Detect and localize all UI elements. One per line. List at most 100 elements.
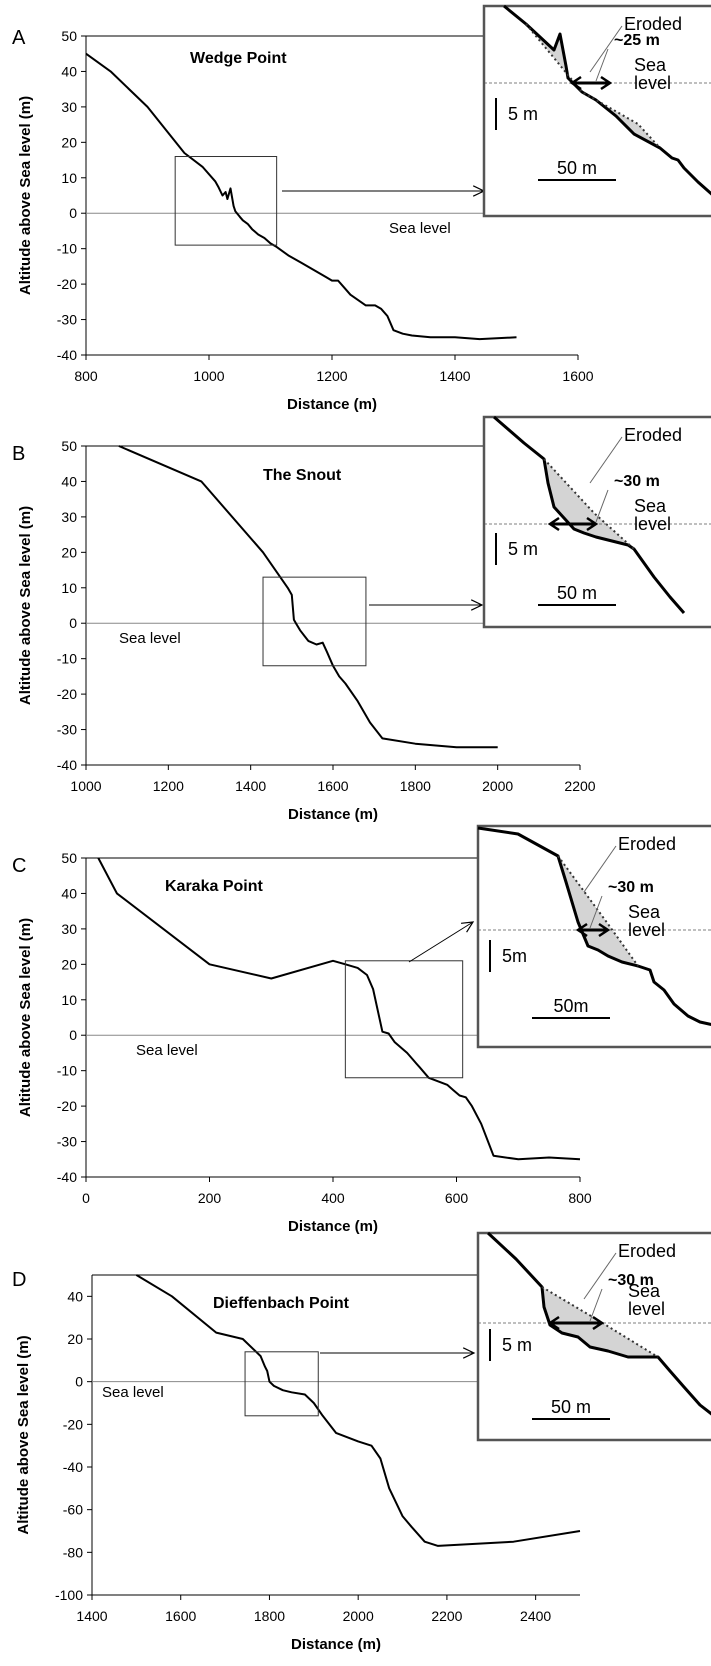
x-tick-label: 800 bbox=[568, 1190, 592, 1206]
y-tick-label: 50 bbox=[61, 28, 77, 44]
x-tick-label: 1400 bbox=[235, 778, 266, 794]
vertical-scale-label: 5m bbox=[502, 946, 527, 966]
inset-profile-line bbox=[493, 415, 686, 614]
y-tick-label: -30 bbox=[57, 722, 77, 738]
y-tick-label: -10 bbox=[57, 1063, 77, 1079]
sea-label-line1: Sea bbox=[628, 1281, 661, 1301]
profile-line bbox=[118, 445, 498, 749]
zoom-box bbox=[262, 576, 367, 667]
eroded-pointer bbox=[583, 1252, 617, 1300]
x-tick-label: 2200 bbox=[431, 1608, 462, 1624]
panel-c: -40 -30 -20 -10 0 10 20 30 40 50 0 200 400 600 800 Dist… bbox=[12, 824, 711, 1235]
y-tick-label: -20 bbox=[57, 276, 77, 292]
x-tick-label: 1000 bbox=[193, 368, 224, 384]
eroded-pointer bbox=[589, 25, 623, 73]
zoom-box bbox=[344, 960, 464, 1079]
sea-label-line2: level bbox=[634, 514, 671, 534]
horizontal-scale-label: 50 m bbox=[557, 158, 597, 178]
horizontal-scale-label: 50 m bbox=[551, 1397, 591, 1417]
y-tick-label: 20 bbox=[61, 544, 77, 560]
x-tick-label: 800 bbox=[74, 368, 98, 384]
x-tick-label: 1600 bbox=[562, 368, 593, 384]
y-tick-label: 0 bbox=[69, 615, 77, 631]
width-pointer bbox=[589, 1288, 603, 1322]
x-tick-label: 0 bbox=[82, 1190, 90, 1206]
width-arrow-head-right bbox=[586, 516, 599, 532]
horizontal-scale-label: 50m bbox=[553, 996, 588, 1016]
y-tick-label: 30 bbox=[61, 99, 77, 115]
panel-letter: C bbox=[12, 855, 26, 877]
x-tick-label: 1200 bbox=[153, 778, 184, 794]
sea-level-label: Sea level bbox=[119, 630, 181, 647]
sea-label-line1: Sea bbox=[628, 902, 661, 922]
sea-label-line1: Sea bbox=[634, 496, 667, 516]
y-tick-label: 40 bbox=[61, 63, 77, 79]
x-tick-label: 1400 bbox=[76, 1608, 107, 1624]
panel-letter: D bbox=[12, 1269, 26, 1291]
connector-arrow-line bbox=[408, 921, 474, 963]
y-tick-label: -30 bbox=[57, 312, 77, 328]
width-arrow-head-right bbox=[598, 922, 611, 938]
eroded-pointer bbox=[583, 845, 617, 893]
x-axis-title: Distance (m) bbox=[288, 806, 378, 823]
panel-letter: A bbox=[12, 27, 26, 49]
x-tick-label: 2400 bbox=[520, 1608, 551, 1624]
x-axis-title: Distance (m) bbox=[287, 396, 377, 413]
profile-line bbox=[85, 52, 517, 341]
width-arrow-head-left bbox=[575, 922, 588, 938]
x-tick-label: 1200 bbox=[316, 368, 347, 384]
y-tick-label: 10 bbox=[61, 580, 77, 596]
y-tick-label: -100 bbox=[55, 1587, 83, 1603]
x-tick-label: 1800 bbox=[400, 778, 431, 794]
inset-profile-line bbox=[486, 1231, 711, 1416]
eroded-pointer bbox=[589, 436, 623, 484]
vertical-scale-label: 5 m bbox=[502, 1335, 532, 1355]
y-tick-label: 10 bbox=[61, 992, 77, 1008]
x-tick-label: 2000 bbox=[482, 778, 513, 794]
eroded-label: Eroded bbox=[624, 425, 682, 445]
y-tick-label: 0 bbox=[69, 205, 77, 221]
eroded-label: Eroded bbox=[624, 14, 682, 34]
profile-line bbox=[135, 1274, 581, 1547]
y-tick-label: -40 bbox=[63, 1459, 83, 1475]
y-tick-label: 40 bbox=[67, 1288, 83, 1304]
eroded-label: Eroded bbox=[618, 1241, 676, 1261]
y-tick-label: -40 bbox=[57, 1169, 77, 1185]
y-tick-label: -30 bbox=[57, 1134, 77, 1150]
zoom-box bbox=[244, 1351, 319, 1417]
y-tick-label: 30 bbox=[61, 509, 77, 525]
horizontal-scale-label: 50 m bbox=[557, 583, 597, 603]
width-pointer bbox=[589, 895, 603, 929]
panel-letter: B bbox=[12, 443, 25, 465]
vertical-scale-label: 5 m bbox=[508, 539, 538, 559]
y-axis-title: Altitude above Sea level (m) bbox=[17, 96, 34, 295]
y-tick-label: 20 bbox=[67, 1331, 83, 1347]
y-tick-label: 20 bbox=[61, 134, 77, 150]
panel-d: -100 -80 -60 -40 -20 0 20 40 1400 1600 1800 2000 220… bbox=[12, 1231, 711, 1653]
x-tick-label: 2000 bbox=[343, 1608, 374, 1624]
panel-a: -40 -30 -20 -10 0 10 20 30 40 50 800 1000 1200 1400 16… bbox=[12, 4, 711, 413]
x-tick-label: 1400 bbox=[439, 368, 470, 384]
width-arrow-head-right bbox=[600, 75, 613, 91]
y-tick-label: 50 bbox=[61, 438, 77, 454]
connector-arrow-head bbox=[470, 599, 484, 611]
x-tick-label: 1000 bbox=[70, 778, 101, 794]
width-arrow-head-right bbox=[592, 1315, 605, 1331]
y-tick-label: 50 bbox=[61, 850, 77, 866]
x-tick-label: 200 bbox=[198, 1190, 222, 1206]
y-tick-label: 0 bbox=[75, 1374, 83, 1390]
y-axis-title: Altitude above Sea level (m) bbox=[15, 1335, 32, 1534]
pre-erosion-line bbox=[541, 1286, 659, 1358]
x-tick-label: 400 bbox=[321, 1190, 345, 1206]
panel-title: Karaka Point bbox=[165, 878, 263, 895]
sea-level-label: Sea level bbox=[102, 1384, 164, 1401]
x-axis-title: Distance (m) bbox=[291, 1636, 381, 1653]
x-tick-label: 600 bbox=[445, 1190, 469, 1206]
y-tick-label: -40 bbox=[57, 347, 77, 363]
y-axis-title: Altitude above Sea level (m) bbox=[17, 918, 34, 1117]
